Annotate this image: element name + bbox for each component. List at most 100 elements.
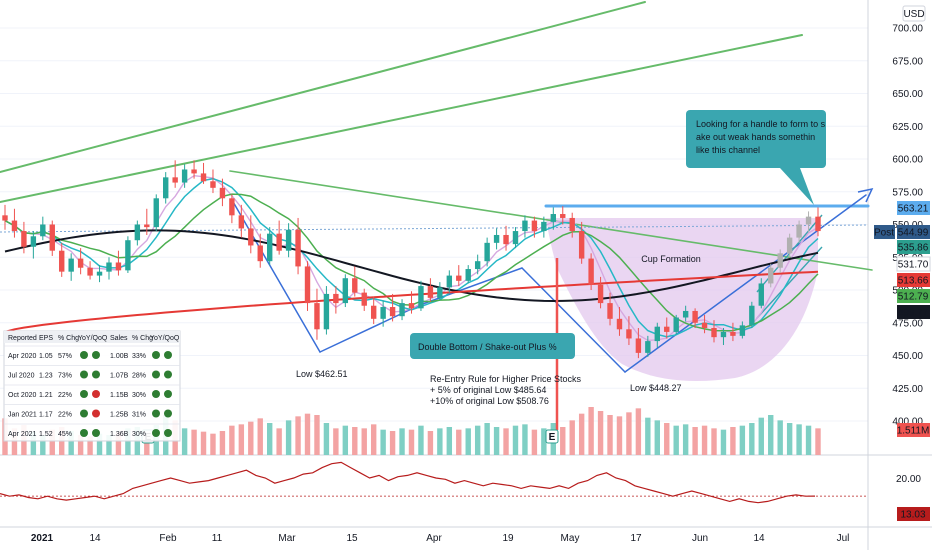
volume-bar bbox=[40, 435, 46, 455]
candle bbox=[2, 204, 8, 230]
candle bbox=[342, 274, 349, 308]
candle bbox=[597, 276, 604, 309]
earnings-table-cell: 73% bbox=[58, 373, 72, 380]
candle-body bbox=[40, 224, 46, 237]
volume-bar bbox=[720, 429, 727, 455]
candle bbox=[304, 261, 311, 311]
candle-body bbox=[777, 253, 783, 268]
cup-formation-label: Cup Formation bbox=[641, 254, 701, 264]
price-tick-label: 650.00 bbox=[892, 89, 923, 100]
volume-bar bbox=[68, 431, 74, 455]
candle-body bbox=[342, 278, 349, 304]
upper-channel-line bbox=[0, 1, 646, 173]
candle-body bbox=[588, 258, 594, 285]
price-tick-label: 450.00 bbox=[892, 351, 923, 362]
earnings-status-dot bbox=[80, 351, 88, 359]
earnings-table-cell: Jan 2021 bbox=[8, 412, 37, 419]
volume-bar bbox=[333, 428, 339, 455]
candle-body bbox=[645, 341, 651, 353]
earnings-table-cell: 45% bbox=[58, 431, 72, 438]
candle bbox=[465, 265, 471, 284]
candle bbox=[531, 216, 538, 238]
earnings-table-cell: Apr 2020 bbox=[8, 353, 37, 360]
candle bbox=[323, 286, 330, 335]
candle bbox=[49, 220, 55, 256]
candle bbox=[541, 216, 547, 238]
candle-body bbox=[786, 237, 793, 254]
volume-bar bbox=[11, 428, 18, 455]
volume-bar bbox=[361, 428, 367, 455]
volume-bar bbox=[96, 433, 103, 455]
breakout-arrow-head bbox=[857, 187, 874, 203]
volume-bar bbox=[786, 423, 793, 455]
volume-bar bbox=[616, 416, 623, 455]
candle-body bbox=[323, 293, 330, 330]
earnings-status-dot bbox=[92, 370, 100, 379]
annotations: Looking for a handle to form to s ake out… bbox=[141, 110, 826, 444]
volume-bar bbox=[739, 425, 746, 455]
candle bbox=[352, 266, 358, 297]
volume-bar bbox=[181, 428, 188, 455]
candle bbox=[238, 204, 245, 238]
w-leg-1 bbox=[231, 199, 321, 353]
candle bbox=[503, 225, 509, 251]
time-tick-label: 14 bbox=[89, 533, 101, 544]
volume-bar bbox=[295, 416, 301, 455]
price-tick-label: 575.00 bbox=[892, 187, 923, 198]
candle-body bbox=[2, 215, 8, 221]
volume-bar bbox=[238, 424, 245, 455]
earnings-status-dot bbox=[164, 390, 172, 398]
candle-body bbox=[399, 303, 405, 317]
earnings-table-cell: 30% bbox=[132, 431, 146, 438]
candle bbox=[607, 292, 613, 326]
candles bbox=[2, 160, 821, 359]
candle bbox=[730, 322, 736, 342]
earnings-table-header: % Chg bbox=[132, 335, 153, 342]
candle-body bbox=[720, 331, 727, 338]
candle-body bbox=[172, 177, 178, 183]
candle-body bbox=[295, 229, 301, 267]
w-leg-2 bbox=[319, 304, 421, 353]
candle-body bbox=[446, 275, 453, 288]
low2-label: Low $448.27 bbox=[630, 383, 682, 393]
earnings-table-cell: 1.52 bbox=[39, 431, 53, 438]
candle-body bbox=[248, 228, 254, 246]
candle-body bbox=[285, 229, 292, 251]
volume-bar bbox=[815, 428, 821, 455]
candle-body bbox=[144, 224, 150, 228]
cup-formation-shading bbox=[546, 218, 818, 382]
post-tag-label: Post bbox=[874, 228, 894, 239]
candle bbox=[200, 162, 207, 184]
time-tick-label: 14 bbox=[753, 533, 765, 544]
earnings-status-dot bbox=[92, 351, 100, 359]
candle-body bbox=[512, 231, 519, 245]
volume-bar bbox=[342, 425, 349, 455]
candle bbox=[389, 293, 396, 322]
candle bbox=[134, 220, 141, 246]
earnings-status-dot bbox=[164, 351, 172, 359]
volume-bar bbox=[285, 420, 292, 455]
volume-bar bbox=[418, 425, 424, 455]
ma-50-line bbox=[4, 229, 819, 303]
volume-bar bbox=[323, 423, 330, 455]
volume-bar bbox=[522, 424, 528, 455]
low1-label: Low $462.51 bbox=[296, 369, 348, 379]
volume-bar bbox=[569, 420, 575, 455]
earnings-status-dot bbox=[92, 390, 100, 398]
candle-body bbox=[730, 331, 736, 336]
candle-body bbox=[314, 303, 320, 330]
candle-body bbox=[531, 220, 538, 232]
candle bbox=[257, 233, 263, 268]
earnings-marker[interactable]: E bbox=[545, 429, 559, 444]
volume-bar bbox=[30, 431, 37, 455]
candle-body bbox=[427, 286, 434, 298]
candle bbox=[125, 236, 131, 273]
candle-body bbox=[191, 169, 197, 174]
lower-channel-line bbox=[0, 34, 803, 203]
volume-bar bbox=[106, 435, 112, 455]
candle-body bbox=[682, 310, 689, 318]
candle bbox=[68, 253, 74, 281]
volume-bar bbox=[427, 431, 434, 455]
earnings-table-header: EPS bbox=[39, 335, 53, 342]
candle-body bbox=[49, 224, 55, 251]
